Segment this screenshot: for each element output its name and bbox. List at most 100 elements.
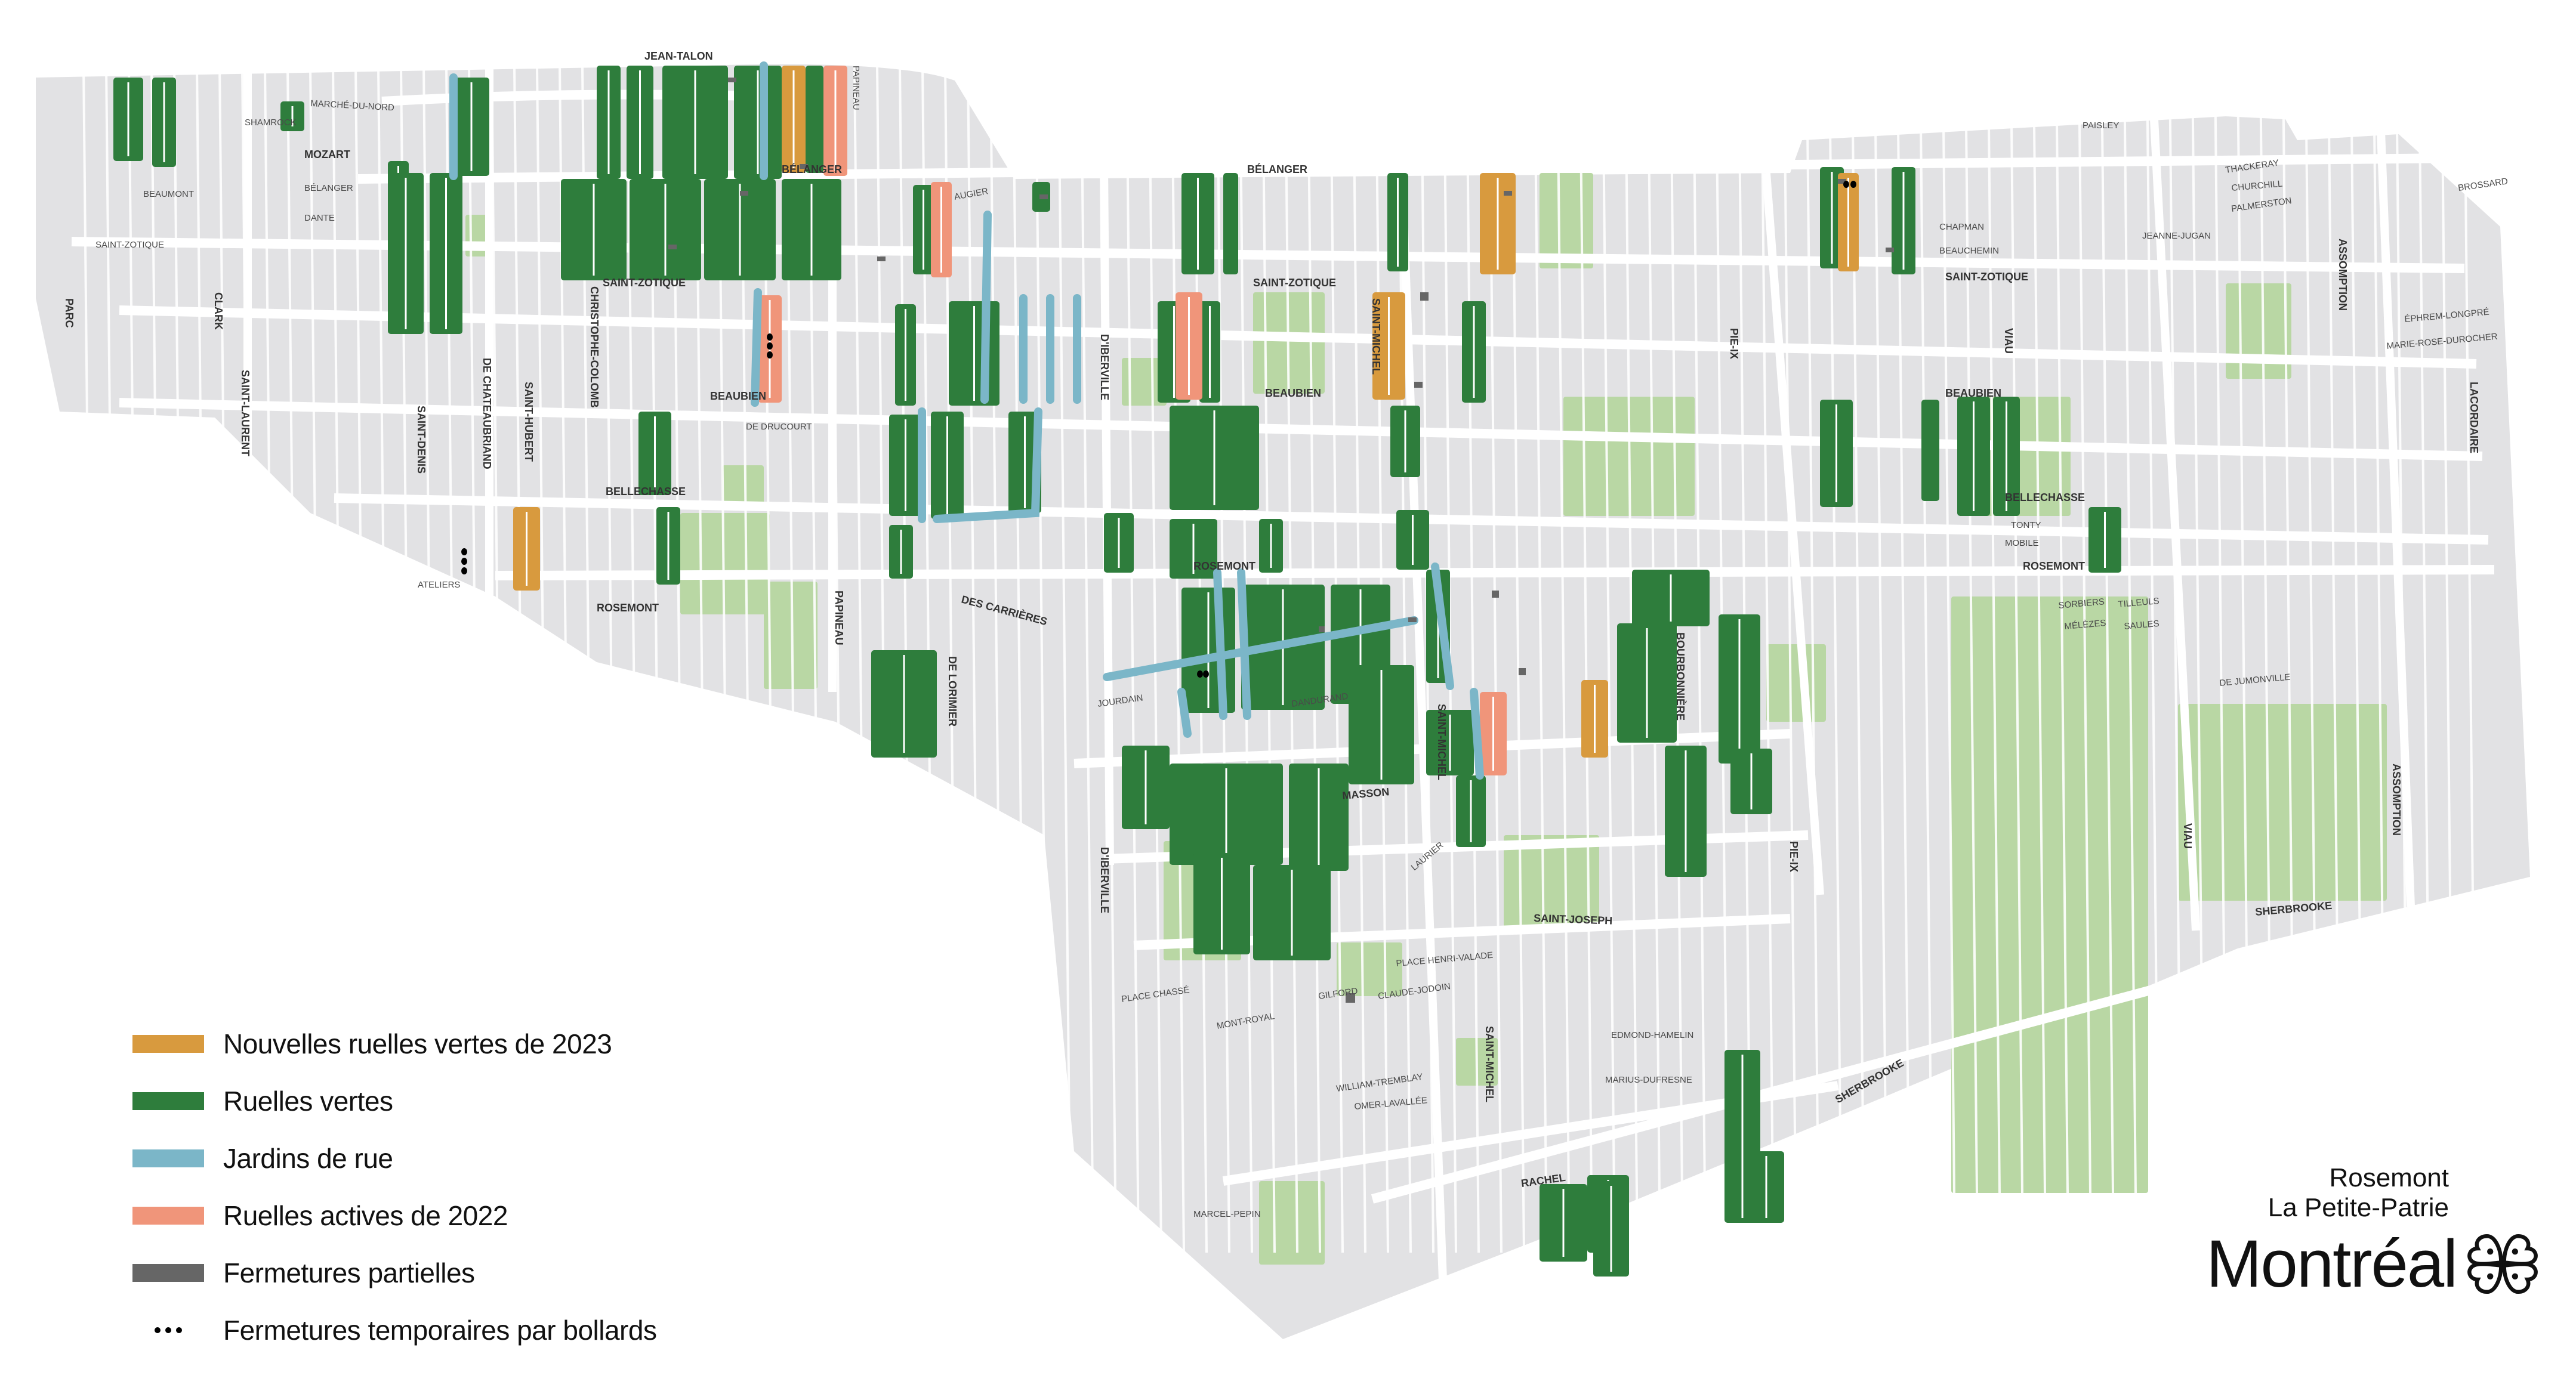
lane-line: [2463, 65, 2478, 1253]
street-label: DE LORIMIER: [946, 656, 958, 727]
jardin-de-rue: [751, 288, 762, 407]
street-label: SAINT-ZOTIQUE: [95, 240, 164, 250]
street-label: SAINT-ZOTIQUE: [1253, 277, 1336, 289]
legend-label: Ruelles vertes: [223, 1086, 393, 1117]
bollards-layer: [461, 181, 1856, 678]
legend-item-fermetures-partielles: Fermetures partielles: [132, 1244, 656, 1302]
legend-label: Nouvelles ruelles vertes de 2023: [223, 1028, 612, 1059]
bollard-dot: [461, 558, 467, 565]
jardin-de-rue: [1103, 616, 1418, 681]
lane-line: [536, 65, 550, 1253]
major-street: [71, 237, 2465, 273]
lane-line: [989, 65, 1004, 1253]
major-street: [2150, 119, 2200, 931]
lane-line: [196, 65, 210, 1253]
gray-swatch-icon: [132, 1264, 204, 1282]
logo-city-name: Montréal: [2206, 1226, 2458, 1301]
logo-borough-line2: La Petite-Patrie: [2268, 1193, 2449, 1222]
park: [680, 513, 770, 614]
fermeture-partielle: [1886, 248, 1894, 252]
street-label: BÉLANGER: [782, 163, 842, 175]
major-street: [119, 305, 2477, 369]
fermeture-partielle: [1039, 194, 1048, 199]
lane-line: [1125, 65, 1140, 1253]
bollard-dot: [1197, 670, 1203, 678]
street-label: SHAMROCK: [245, 118, 297, 128]
lane-line: [490, 65, 505, 1253]
street-label: SAINT-JOSEPH: [1534, 912, 1613, 927]
street-label: JEANNE-JUGAN: [2142, 231, 2211, 241]
fermeture-partielle: [668, 245, 677, 249]
street-label: SAINT-LAURENT: [239, 370, 251, 456]
lane-line: [1148, 65, 1162, 1253]
logo-borough-line1: Rosemont: [2329, 1163, 2449, 1192]
street-label: CHRISTOPHE-COLOMB: [588, 286, 600, 408]
street-label: ROSEMONT: [1193, 560, 1255, 572]
street-label: DE CHATEAUBRIAND: [481, 358, 493, 469]
park: [764, 582, 817, 689]
bollard-dot: [767, 342, 773, 350]
major-street: [119, 398, 2483, 461]
street-label: SAINT-MICHEL: [1483, 1026, 1495, 1102]
street-label: JEAN-TALON: [644, 50, 713, 62]
street-label: SORBIERS: [2058, 596, 2105, 611]
lane-line: [1466, 65, 1480, 1253]
street-label: PAISLEY: [2083, 120, 2119, 131]
fermetures-partielles-layer: [668, 78, 1894, 1003]
ruelles-2023-layer: [513, 66, 1859, 758]
street-label: VIAU: [2003, 328, 2014, 354]
jardins-de-rue-layer: [449, 61, 1484, 780]
bollard-dot: [461, 567, 467, 574]
major-street: [495, 565, 2495, 580]
fermeture-partielle: [877, 256, 886, 261]
bollard-dot: [767, 333, 773, 341]
lane-line: [173, 65, 187, 1253]
park: [2178, 704, 2387, 901]
bollard-dot: [1203, 670, 1209, 678]
street-label: EDMOND-HAMELIN: [1611, 1030, 1693, 1040]
lane-line: [853, 65, 868, 1253]
street-label: PAPINEAU: [851, 66, 861, 110]
lane-line: [513, 65, 527, 1253]
park: [722, 465, 764, 507]
street-label: BÉLANGER: [304, 183, 353, 193]
jardin-de-rue: [1213, 568, 1227, 720]
street-label: SAULES: [2124, 619, 2159, 632]
park: [1259, 1181, 1325, 1265]
street-label: MOBILE: [2005, 538, 2039, 548]
street-label: SAINT-MICHEL: [1370, 298, 1382, 375]
lane-line: [309, 65, 323, 1253]
street-label: SAINT-DENIS: [415, 406, 427, 474]
fermeture-partielle: [1408, 617, 1417, 622]
lane-line: [1171, 65, 1185, 1253]
park: [2226, 283, 2291, 379]
bollard-dot: [767, 351, 773, 358]
lane-line: [468, 65, 482, 1253]
street-label: BEAUMONT: [143, 189, 194, 199]
major-street: [1762, 172, 1824, 895]
legend-item-ruelles-2023: Nouvelles ruelles vertes de 2023: [132, 1015, 656, 1073]
park: [1504, 835, 1599, 931]
ruelle-verte: [806, 66, 823, 173]
street-label: DE DRUCOURT: [746, 422, 812, 432]
legend-label: Fermetures temporaires par bollards: [223, 1315, 657, 1346]
fermeture-partielle: [728, 78, 736, 82]
park: [1122, 358, 1167, 406]
jardin-de-rue: [1177, 688, 1192, 738]
borough-logo: Rosemont La Petite-Patrie Montréal: [2206, 1163, 2541, 1303]
street-label: D'IBERVILLE: [1099, 847, 1110, 913]
legend-item-ruelles-vertes: Ruelles vertes: [132, 1073, 656, 1130]
fermeture-partielle: [800, 164, 808, 169]
street-label: ATELIERS: [418, 580, 460, 590]
street-label: BELLECHASSE: [2005, 492, 2085, 503]
lane-line: [1080, 65, 1094, 1253]
ruelle-verte: [1921, 400, 1939, 501]
legend-label: Jardins de rue: [223, 1143, 393, 1174]
street-label: SAINT-HUBERT: [523, 382, 535, 462]
park: [1766, 644, 1826, 722]
fermeture-partielle: [1492, 591, 1499, 598]
street-label: D'IBERVILLE: [1099, 334, 1110, 400]
lane-line: [1534, 65, 1548, 1253]
lane-line: [128, 65, 142, 1253]
